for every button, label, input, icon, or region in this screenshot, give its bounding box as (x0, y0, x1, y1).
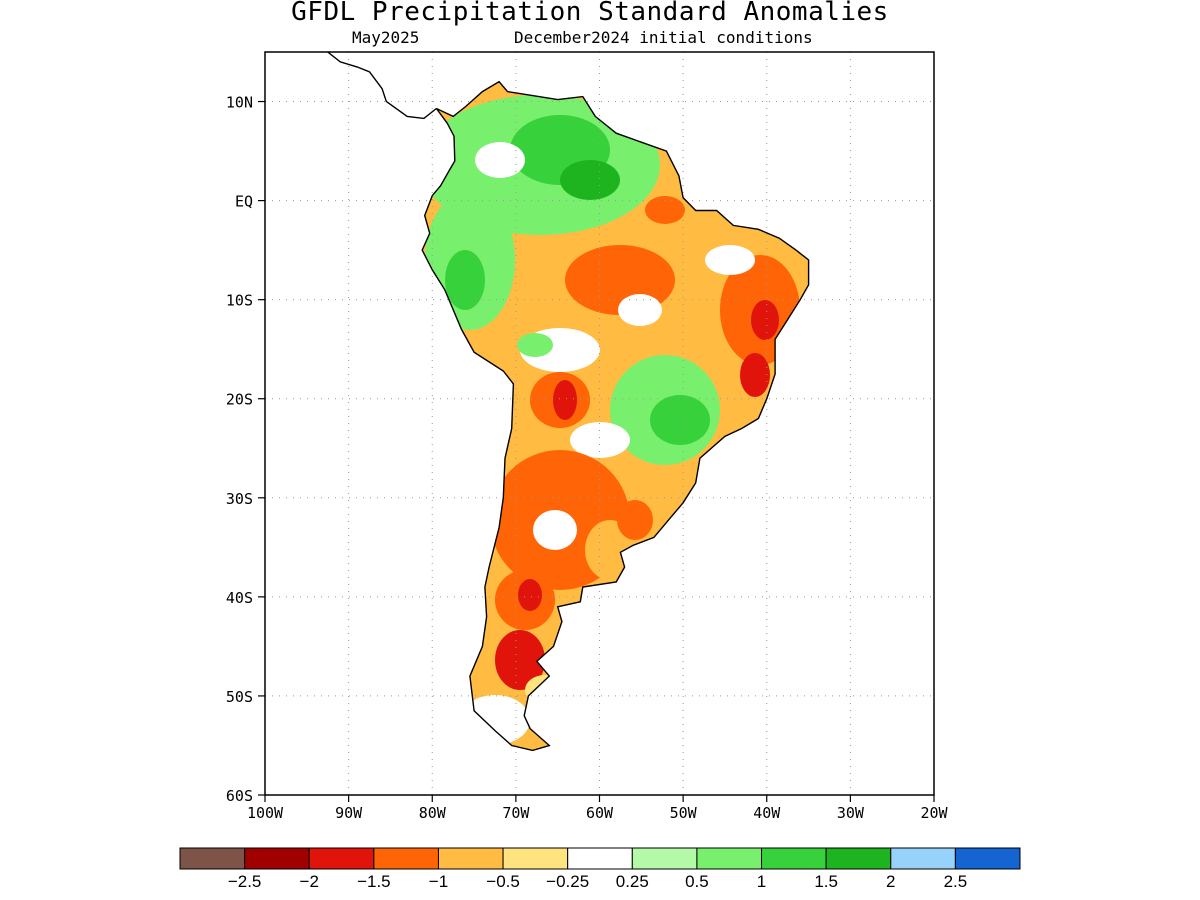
lon-tick-label: 90W (335, 804, 363, 822)
lon-tick-label: 100W (247, 804, 284, 822)
colorbar-label: −0.25 (546, 872, 589, 891)
colorbar-labels: −2.5 −2 −1.5 −1 −0.5 −0.25 0.25 0.5 1 1.5 2 2.5 (228, 872, 967, 891)
lat-tick-label: 40S (226, 589, 253, 607)
colorbar-swatch (373, 847, 439, 870)
lon-tick-label: 80W (419, 804, 447, 822)
colorbar-swatch (954, 847, 1021, 870)
lon-tick-label: 20W (920, 804, 948, 822)
colorbar-label: −2.5 (228, 872, 262, 891)
lon-tick-label: 60W (586, 804, 614, 822)
lat-tick-label: 10S (226, 292, 253, 310)
lat-tick-label: 10N (226, 94, 253, 112)
lat-tick-label: 50S (226, 688, 253, 706)
map-title: GFDL Precipitation Standard Anomalies (291, 0, 889, 27)
colorbar-swatch (308, 847, 375, 870)
lon-tick-label: 40W (753, 804, 781, 822)
forecast-month: May2025 (352, 28, 420, 47)
colorbar-swatch (179, 847, 246, 870)
colorbar-swatch (244, 847, 310, 870)
colorbar-label: −1.5 (357, 872, 391, 891)
colorbar-label: −0.5 (486, 872, 520, 891)
colorbar-swatch (502, 847, 569, 870)
lat-tick-label: EQ (235, 193, 253, 211)
lat-tick-label: 20S (226, 391, 253, 409)
colorbar-label: 0.25 (616, 872, 649, 891)
colorbar-swatch (437, 847, 504, 870)
lon-tick-label: 30W (837, 804, 865, 822)
colorbar-label: 1.5 (814, 872, 838, 891)
lat-tick-label: 30S (226, 490, 253, 508)
colorbar-label: 1 (757, 872, 766, 891)
initial-conditions: December2024 initial conditions (514, 28, 813, 47)
colorbar-swatch (567, 847, 633, 870)
colorbar-swatch (825, 847, 892, 870)
map-grid (265, 52, 934, 795)
coastlines (326, 52, 810, 752)
axis-ticks (258, 100, 935, 802)
lat-tick-label: 60S (226, 787, 253, 805)
colorbar-swatch (631, 847, 698, 870)
colorbar-label: 2.5 (944, 872, 968, 891)
lon-tick-label: 70W (502, 804, 530, 822)
colorbar-label: 2 (886, 872, 895, 891)
colorbar-label: −2 (300, 872, 319, 891)
colorbar-label: 0.5 (685, 872, 709, 891)
colorbar-swatch (761, 847, 827, 870)
colorbar-swatch (696, 847, 763, 870)
colorbar (179, 847, 1021, 870)
lon-tick-label: 50W (670, 804, 698, 822)
colorbar-swatch (890, 847, 956, 870)
colorbar-label: −1 (429, 872, 448, 891)
